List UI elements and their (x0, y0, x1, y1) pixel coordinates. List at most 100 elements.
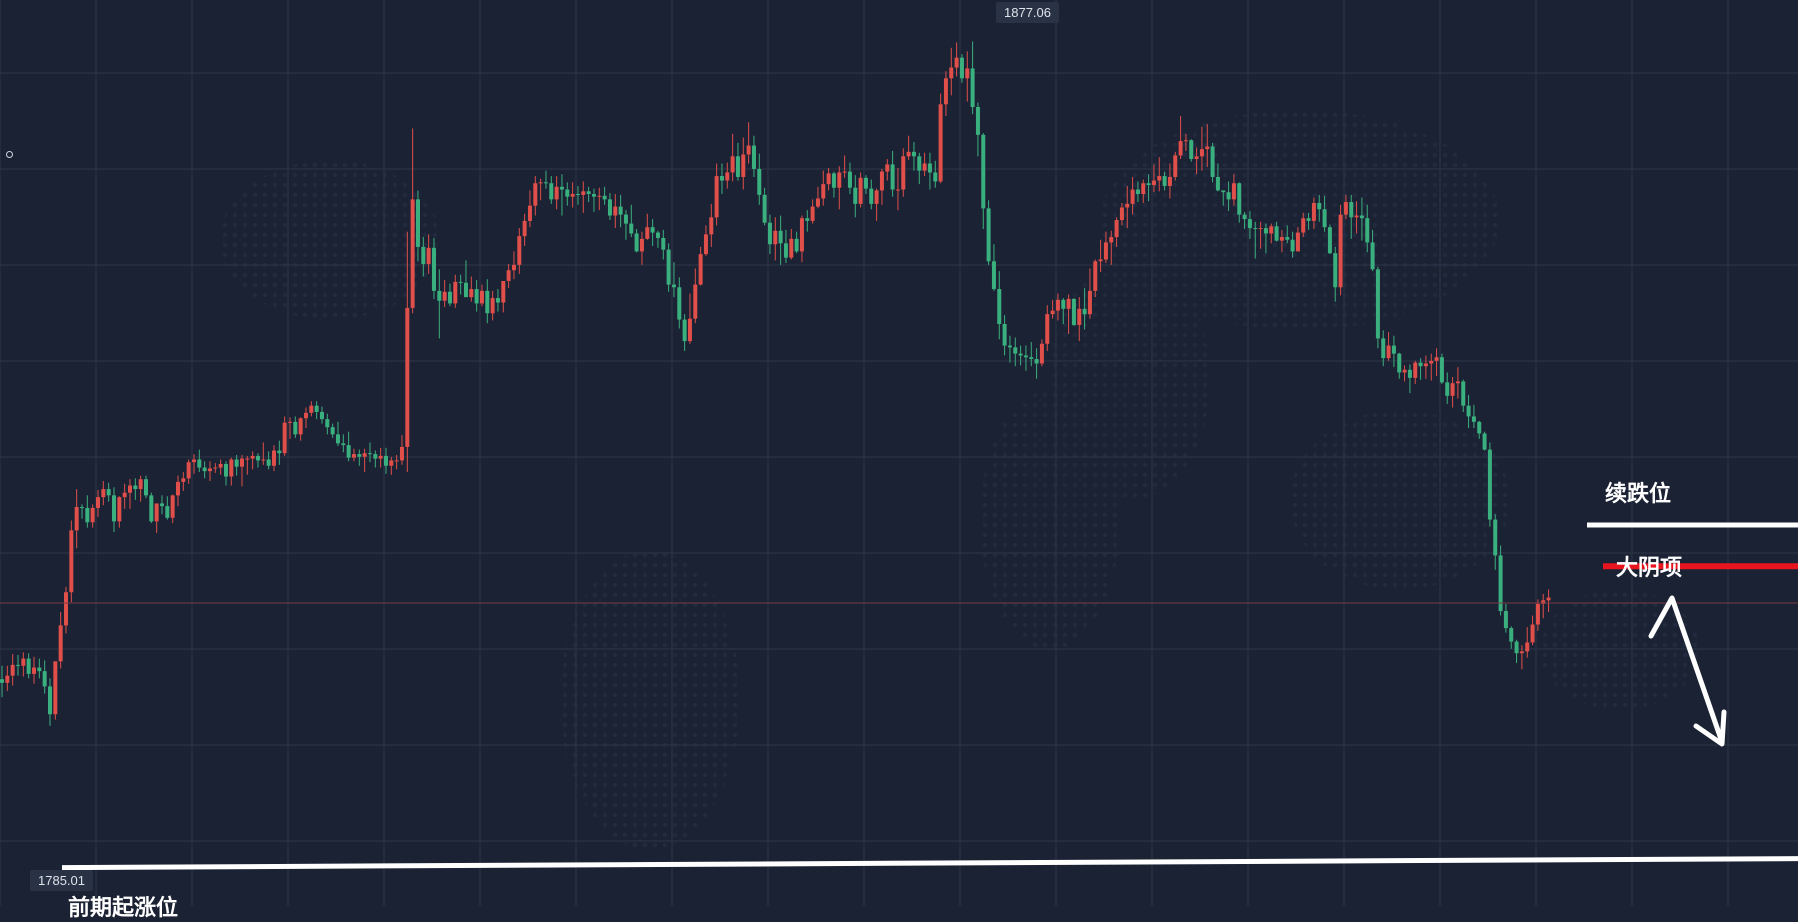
candle-body (1471, 416, 1476, 422)
candle-body (1418, 362, 1423, 367)
candle-body (549, 183, 554, 200)
candle-body (1189, 140, 1194, 160)
candle-body (634, 233, 639, 252)
candle-body (1183, 140, 1188, 142)
candle-body (1039, 343, 1044, 364)
candle-body (367, 453, 372, 455)
candle-body (858, 177, 863, 204)
candle-body (1391, 345, 1396, 354)
candle-body (1029, 357, 1034, 360)
candle-body (309, 405, 314, 413)
continue-fall-annotation: 续跌位 (1605, 481, 1672, 507)
candle-body (346, 445, 351, 458)
candle-body (623, 214, 628, 224)
candle-body (959, 57, 964, 79)
candle-body (314, 405, 319, 412)
candle-body (415, 199, 420, 247)
candle-body (1253, 228, 1258, 230)
candle-body (645, 227, 650, 239)
candle-body (143, 479, 148, 496)
candle-body (1525, 642, 1530, 652)
candle-body (1194, 156, 1199, 160)
arrowhead-icon (1693, 709, 1727, 747)
candle-body (1295, 232, 1300, 252)
candle-body (741, 154, 746, 177)
candle-body (911, 151, 916, 157)
candle-body (293, 421, 298, 435)
candle-body (586, 191, 591, 194)
candle-body (1445, 382, 1450, 396)
candle-body (650, 227, 655, 233)
candle-body (1205, 146, 1210, 150)
candle-body (127, 485, 132, 493)
annotation-drawings (0, 522, 1798, 871)
candle-body (533, 183, 538, 206)
candle-body (175, 481, 180, 496)
candle-body (474, 289, 479, 304)
candle-body (783, 243, 788, 258)
candle-body (117, 497, 122, 522)
high-price-label: 1877.06 (996, 2, 1059, 23)
candle-body (271, 450, 276, 466)
big-bear-top-annotation: 大阴项 (1616, 555, 1683, 581)
candle-body (1285, 237, 1290, 240)
candle-body (527, 205, 532, 221)
candle-body (735, 156, 740, 177)
candle-body (1370, 242, 1375, 270)
candle-body (789, 238, 794, 258)
candle-body (458, 281, 463, 283)
candle-body (906, 151, 911, 157)
candle-body (298, 418, 303, 435)
candle-body (266, 459, 271, 466)
candle-body (517, 236, 522, 265)
candle-body (1519, 651, 1524, 654)
candle-body (213, 467, 218, 469)
candle-body (1381, 338, 1386, 359)
candle-body (255, 455, 260, 461)
candle-body (751, 145, 756, 169)
candle-body (1322, 209, 1327, 228)
candle-body (1423, 363, 1428, 367)
candle-body (485, 290, 490, 314)
candle-body (1498, 555, 1503, 612)
candle-body (1279, 237, 1284, 241)
candle-body (106, 489, 111, 496)
candle-body (341, 443, 346, 446)
candle-body (767, 222, 772, 245)
candle-body (682, 319, 687, 342)
candle-body (559, 186, 564, 190)
candle-body (469, 289, 474, 298)
candle-body (261, 459, 266, 461)
candle-body (245, 458, 250, 460)
candle-body (138, 479, 143, 490)
candle-body (197, 459, 202, 468)
candle-body (490, 298, 495, 314)
candle-body (1199, 149, 1204, 157)
candle-body (981, 134, 986, 209)
candle-body (1450, 383, 1455, 396)
candle-body (442, 291, 447, 301)
candle-body (853, 187, 858, 204)
candle-body (565, 189, 570, 197)
candle-body (373, 454, 378, 459)
candle-body (1311, 202, 1316, 221)
candle-body (1541, 600, 1546, 604)
candle-body (437, 290, 442, 301)
candle-body (181, 478, 186, 482)
candle-body (885, 164, 890, 172)
candle-body (538, 182, 543, 184)
world-map-watermark (220, 110, 1700, 850)
low-price-label: 1785.01 (30, 870, 93, 891)
candle-body (1317, 202, 1322, 210)
candle-body (410, 199, 415, 308)
candle-body (447, 291, 452, 304)
candle-body (69, 530, 74, 593)
candle-body (890, 164, 895, 190)
candle-body (506, 270, 511, 281)
candle-body (5, 675, 10, 683)
candle-body (218, 463, 223, 468)
candle-body (954, 57, 959, 68)
candle-body (1034, 359, 1039, 364)
candle-body (1386, 345, 1391, 359)
